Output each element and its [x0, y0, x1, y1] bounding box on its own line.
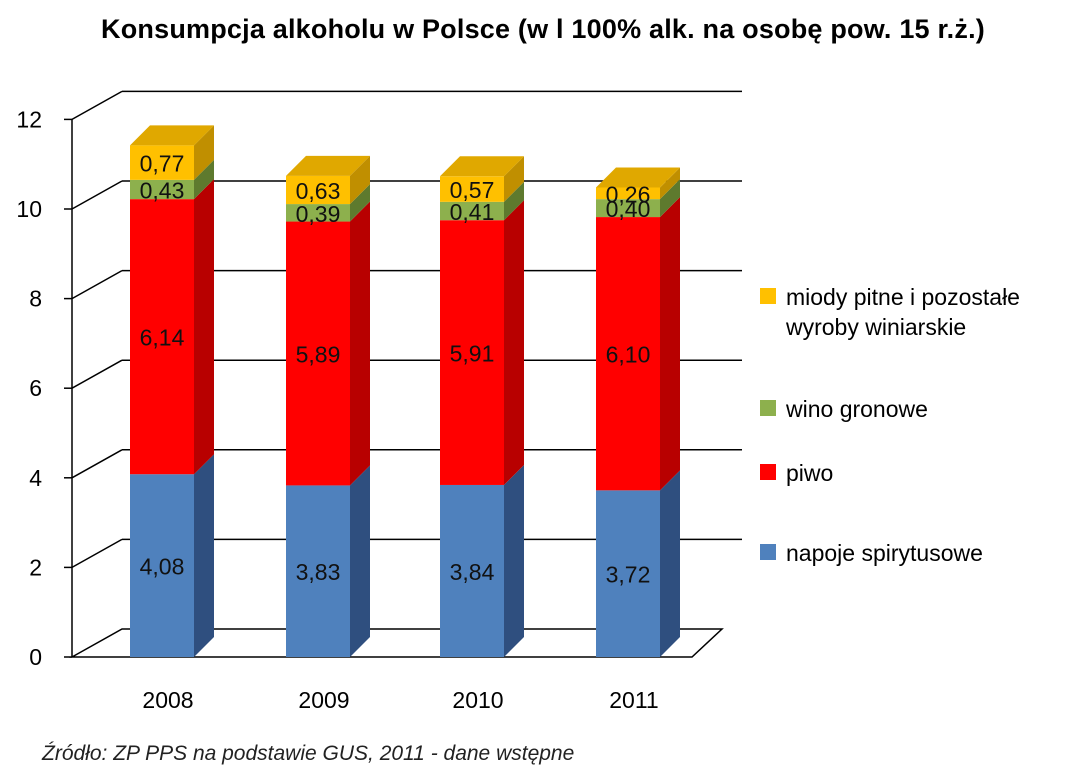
- data-label: 0,77: [140, 151, 185, 177]
- gridline-diagonal: [71, 180, 123, 210]
- gridline-diagonal: [71, 269, 123, 300]
- legend-swatch: [760, 400, 776, 416]
- bar-segment-side: [660, 197, 680, 491]
- data-label: 3,84: [450, 559, 495, 585]
- bar-segment: [440, 484, 504, 657]
- gridline-diagonal: [71, 359, 123, 389]
- data-label: 5,91: [450, 341, 495, 367]
- legend-item: miody pitne i pozostałe wyroby winiarski…: [760, 282, 1076, 342]
- bar-segment: [596, 217, 660, 491]
- legend-swatch: [760, 544, 776, 560]
- bar-segment-side: [350, 201, 370, 486]
- y-tick-label: 4: [29, 465, 42, 491]
- data-label: 6,14: [140, 325, 185, 351]
- data-label: 3,83: [296, 559, 341, 585]
- gridline-diagonal: [71, 90, 123, 121]
- y-tick-label: 6: [29, 375, 42, 401]
- bar-segment-side: [660, 470, 680, 657]
- bar-segment: [130, 199, 194, 475]
- bar-segment-side: [194, 125, 214, 180]
- bar-segment: [130, 474, 194, 657]
- bar-segment: [596, 187, 660, 200]
- gridline-diagonal: [71, 449, 123, 479]
- bar-segment: [596, 199, 660, 218]
- x-tick-label: 2011: [609, 687, 658, 713]
- bar-top: [130, 125, 214, 146]
- gridline-diagonal: [71, 538, 123, 569]
- bar-top: [440, 156, 524, 177]
- data-label: 0,39: [296, 201, 341, 227]
- legend-swatch: [760, 464, 776, 480]
- data-label: 5,89: [296, 341, 341, 367]
- bar-segment: [286, 175, 350, 205]
- x-tick-label: 2010: [452, 687, 503, 713]
- x-tick-label: 2009: [298, 687, 349, 713]
- data-label: 3,72: [606, 562, 651, 588]
- bar-segment-side: [504, 181, 524, 221]
- y-tick-label: 2: [29, 554, 42, 580]
- data-label: 0,26: [606, 181, 651, 207]
- data-label: 0,57: [450, 177, 495, 203]
- bar-segment: [596, 490, 660, 657]
- bar-segment-side: [350, 184, 370, 222]
- legend-label: piwo: [786, 460, 834, 486]
- bar-segment: [440, 220, 504, 485]
- bar-segment: [286, 221, 350, 486]
- legend-label: wino gronowe: [786, 396, 928, 422]
- data-label: 0,63: [296, 178, 341, 204]
- bar-segment: [286, 204, 350, 222]
- source-note: Źródło: ZP PPS na podstawie GUS, 2011 - …: [42, 742, 575, 765]
- data-label: 0,40: [606, 196, 651, 222]
- bar-segment: [130, 145, 194, 180]
- bar-segment: [440, 201, 504, 221]
- legend-item: napoje spirytusowe: [760, 538, 1076, 568]
- y-tick-label: 0: [29, 644, 42, 670]
- legend-item: wino gronowe: [760, 394, 1076, 424]
- x-tick-label: 2008: [142, 687, 193, 713]
- bar-segment-side: [350, 155, 370, 205]
- bar-segment-side: [194, 179, 214, 475]
- bar-segment-side: [660, 179, 680, 218]
- bar-segment-side: [504, 200, 524, 485]
- y-tick-label: 12: [16, 106, 42, 132]
- legend-label: miody pitne i pozostałe wyroby winiarski…: [786, 284, 1020, 340]
- bar-segment-side: [350, 465, 370, 657]
- data-labels: 4,08 6,14 0,430,77 3,83 5,89 0,390,63 3,84 5,91…: [140, 151, 651, 588]
- bar-segment-side: [194, 454, 214, 657]
- legend-item: piwo: [760, 458, 1076, 488]
- data-label: 6,10: [606, 342, 651, 368]
- chart-title: Konsumpcja alkoholu w Polsce (w l 100% a…: [101, 14, 985, 44]
- data-label: 0,41: [450, 199, 495, 225]
- bar-segment-side: [504, 464, 524, 657]
- bar-segment-side: [194, 159, 214, 200]
- bar-segment: [440, 176, 504, 202]
- data-label: 4,08: [140, 554, 185, 580]
- y-tick-label: 8: [29, 286, 42, 312]
- bar-segment-side: [504, 156, 524, 202]
- bar-segment: [286, 485, 350, 657]
- axes: 0 2 4 6 8 10 12 2008 2009 2010 2011: [16, 106, 724, 713]
- bar-top: [286, 155, 370, 176]
- y-tick-label: 10: [16, 196, 42, 222]
- bar-top: [596, 167, 680, 188]
- legend-label: napoje spirytusowe: [786, 540, 983, 566]
- bars: [130, 125, 680, 657]
- bar-segment-side: [660, 167, 680, 200]
- data-label: 0,43: [140, 178, 185, 204]
- legend-swatch: [760, 288, 776, 304]
- bar-segment: [130, 179, 194, 200]
